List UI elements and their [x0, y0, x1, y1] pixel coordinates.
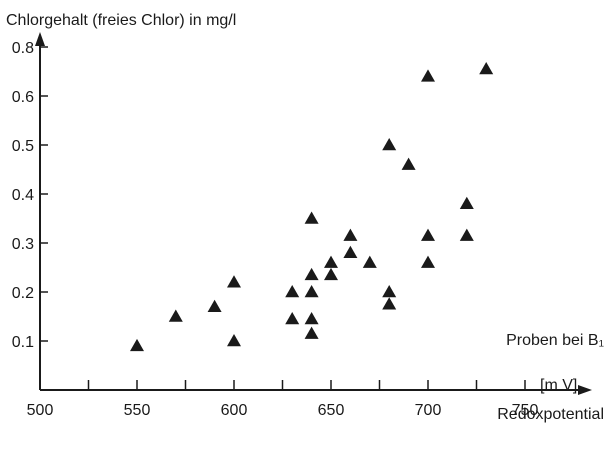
y-tick-label: 0.4	[12, 187, 34, 204]
x-tick-label: 650	[318, 402, 345, 419]
x-ticks: 500 550 600 650 700 750	[27, 380, 539, 419]
data-point	[169, 310, 183, 322]
data-point	[460, 229, 474, 241]
data-point	[460, 197, 474, 209]
y-axis-title: Chlorgehalt (freies Chlor) in mg/l	[6, 12, 236, 29]
data-point	[285, 312, 299, 324]
data-point	[305, 285, 319, 297]
x-tick-label: 600	[221, 402, 248, 419]
data-point	[402, 158, 416, 170]
data-point	[305, 268, 319, 280]
data-point	[382, 138, 396, 150]
data-point	[343, 229, 357, 241]
data-point	[305, 327, 319, 339]
y-tick-label: 0.8	[12, 40, 34, 57]
data-point	[208, 300, 222, 312]
x-tick-label: 550	[124, 402, 151, 419]
x-axis-unit: [m V]	[540, 377, 577, 394]
y-tick-label: 0.2	[12, 285, 34, 302]
data-points	[130, 0, 513, 351]
x-axis-title: Redoxpotential	[497, 406, 604, 423]
data-point	[305, 212, 319, 224]
data-point	[324, 268, 338, 280]
y-tick-label: 0.1	[12, 334, 34, 351]
x-tick-label: 700	[415, 402, 442, 419]
y-tick-label: 0.5	[12, 138, 34, 155]
chart-annotation: Proben bei B₁	[506, 332, 604, 349]
data-point	[324, 256, 338, 268]
y-ticks: 0.1 0.2 0.3 0.4 0.5 0.6 0.8	[12, 40, 48, 351]
data-point	[227, 334, 241, 346]
data-point	[130, 339, 144, 351]
data-point	[421, 229, 435, 241]
data-point	[421, 69, 435, 81]
data-point	[363, 256, 377, 268]
x-tick-label: 500	[27, 402, 54, 419]
x-axis-arrow	[578, 385, 592, 395]
y-axis-arrow	[35, 32, 45, 46]
data-point	[305, 312, 319, 324]
data-point	[343, 246, 357, 258]
y-tick-label: 0.6	[12, 89, 34, 106]
data-point	[285, 285, 299, 297]
data-point	[382, 297, 396, 309]
data-point	[227, 275, 241, 287]
data-point	[479, 62, 493, 74]
data-point	[382, 285, 396, 297]
data-point	[421, 256, 435, 268]
y-tick-label: 0.3	[12, 236, 34, 253]
